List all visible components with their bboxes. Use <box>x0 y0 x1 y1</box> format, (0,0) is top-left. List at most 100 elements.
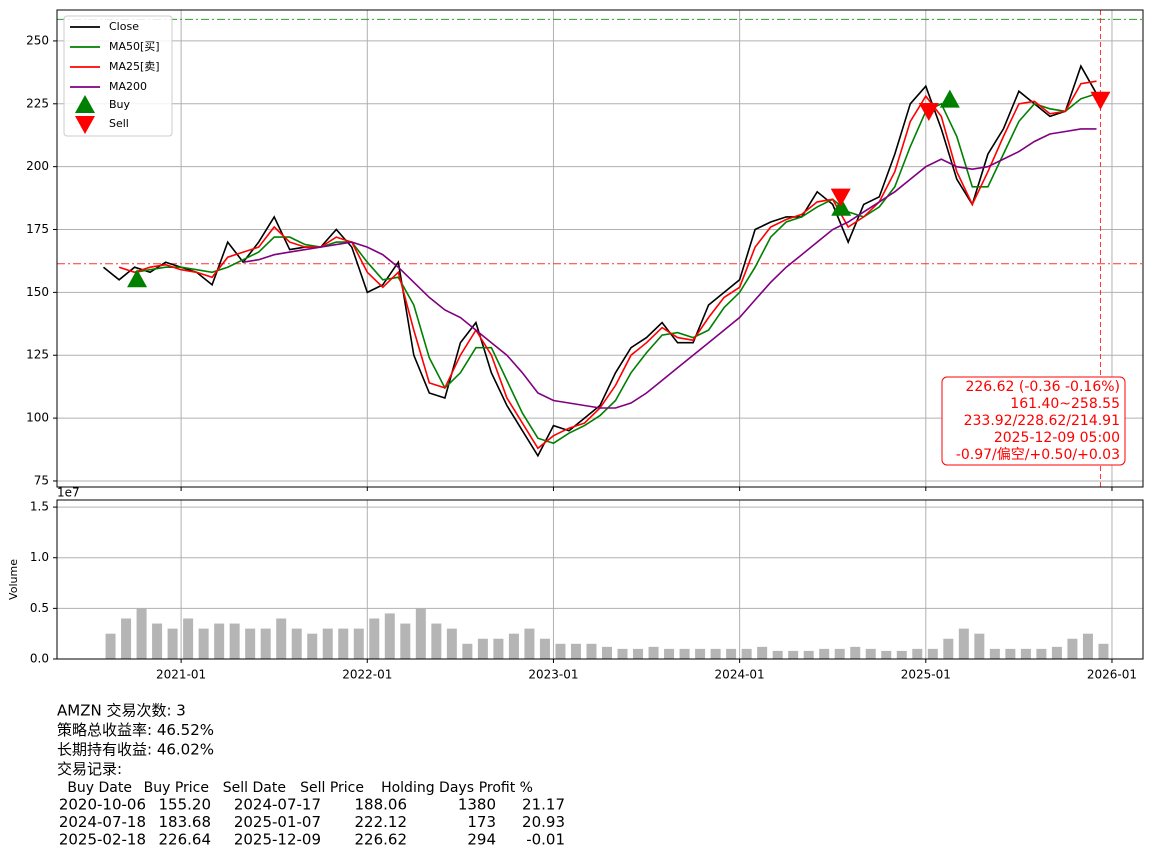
volume-bar <box>477 638 488 659</box>
table-header: Profit % <box>479 780 533 796</box>
volume-bar <box>136 608 147 659</box>
volume-bar <box>338 628 349 659</box>
table-cell: 20.93 <box>522 813 565 831</box>
volume-bar <box>198 628 209 659</box>
volume-bar <box>183 618 194 659</box>
trade-marker <box>918 103 939 122</box>
y-tick-label: 125 <box>26 348 49 362</box>
volume-bar <box>508 633 519 659</box>
volume-bar <box>353 628 364 659</box>
volume-bar <box>1067 638 1078 659</box>
y-tick-label: 1.0 <box>30 550 49 564</box>
volume-bar <box>834 648 845 659</box>
table-cell: 2024-07-17 <box>234 796 321 814</box>
volume-bar <box>912 648 923 659</box>
trade-marker <box>830 188 851 207</box>
trade-marker <box>1090 91 1111 110</box>
volume-bar <box>772 650 783 659</box>
volume-bar <box>726 648 737 659</box>
volume-bar <box>1005 648 1016 659</box>
y-tick-label: 0.0 <box>30 652 49 666</box>
volume-bar <box>648 646 659 659</box>
volume-bar <box>633 648 644 659</box>
table-cell: 226.64 <box>159 831 212 849</box>
volume-bar <box>493 638 504 659</box>
y-tick-label: 1.5 <box>30 500 49 514</box>
volume-bar <box>695 648 706 659</box>
info-box: 226.62 (-0.36 -0.16%)161.40~258.55233.92… <box>941 376 1126 466</box>
volume-bar <box>291 628 302 659</box>
y-tick-label: 175 <box>26 222 49 236</box>
legend-swatch <box>75 95 95 113</box>
volume-bar <box>369 618 380 659</box>
legend-label: Buy <box>109 98 131 111</box>
volume-bar <box>741 648 752 659</box>
series-line <box>102 64 1098 458</box>
x-tick-label: 2024-01 <box>715 668 765 682</box>
y-tick-label: 200 <box>26 159 49 173</box>
table-cell: -0.01 <box>526 831 565 849</box>
y-tick-label: 250 <box>26 33 49 47</box>
volume-bar <box>105 633 116 659</box>
info-line: 161.40~258.55 <box>1010 396 1120 412</box>
volume-bar <box>431 623 442 659</box>
volume-bar <box>152 623 163 659</box>
volume-bar <box>974 633 985 659</box>
report-line: 交易记录: <box>57 760 122 778</box>
volume-bar <box>524 628 535 659</box>
volume-bar <box>679 648 690 659</box>
x-tick-label: 2026-01 <box>1087 668 1137 682</box>
info-line: 226.62 (-0.36 -0.16%) <box>965 379 1120 395</box>
info-line: 2025-12-09 05:00 <box>994 430 1120 446</box>
volume-bar <box>865 648 876 659</box>
volume-bar <box>539 638 550 659</box>
axes-frame <box>56 9 1144 488</box>
info-line: 233.92/228.62/214.91 <box>964 413 1120 429</box>
axis-offset: 1e7 <box>57 486 80 500</box>
y-tick-label: 150 <box>26 285 49 299</box>
y-tick-label: 225 <box>26 96 49 110</box>
volume-bar <box>1020 648 1031 659</box>
table-cell: 2025-01-07 <box>234 813 321 831</box>
info-box-frame <box>941 376 1126 466</box>
volume-bar <box>850 646 861 659</box>
volume-bar <box>276 618 287 659</box>
table-cell: 21.17 <box>522 796 565 814</box>
volume-bar <box>570 643 581 659</box>
trade-marker <box>127 269 148 288</box>
legend-label: MA50[买] <box>109 40 160 53</box>
volume-bar <box>555 643 566 659</box>
volume-bar <box>167 628 178 659</box>
volume-bar <box>462 643 473 659</box>
volume-bar <box>958 628 969 659</box>
y-tick-label: 100 <box>26 411 49 425</box>
table-cell: 2025-12-09 <box>234 831 321 849</box>
y-tick-label: 75 <box>34 473 49 487</box>
x-tick-label: 2023-01 <box>528 668 578 682</box>
table-cell: 2025-02-18 <box>59 831 146 849</box>
volume-bar <box>322 628 333 659</box>
legend-label: MA25[卖] <box>109 60 160 73</box>
legend: Close MA50[买] MA25[卖] MA200 Buy Sell <box>63 15 173 137</box>
table-cell: 173 <box>467 813 496 831</box>
report-line: AMZN 交易次数: 3 <box>57 702 186 720</box>
table-cell: 2024-07-18 <box>59 813 146 831</box>
volume-bar <box>1082 633 1093 659</box>
volume-bar <box>260 628 271 659</box>
volume-bar <box>819 648 830 659</box>
volume-bar <box>927 648 938 659</box>
table-header: Buy Date <box>67 780 132 796</box>
table-header: Buy Price <box>144 780 209 796</box>
volume-bar <box>757 646 768 659</box>
x-tick-label: 2022-01 <box>342 668 392 682</box>
volume-bar <box>803 650 814 659</box>
table-cell: 188.06 <box>355 796 408 814</box>
table-cell: 183.68 <box>159 813 212 831</box>
volume-bar <box>896 650 907 659</box>
legend-label: MA200 <box>109 80 147 93</box>
x-tick-label: 2025-01 <box>901 668 951 682</box>
table-cell: 155.20 <box>159 796 212 814</box>
volume-bar <box>710 648 721 659</box>
volume-bar <box>121 618 132 659</box>
